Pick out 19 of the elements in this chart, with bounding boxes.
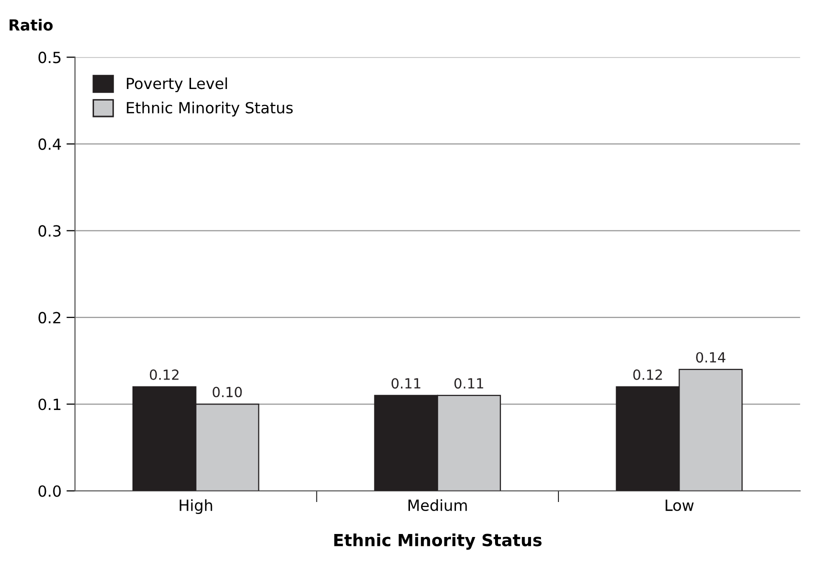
y-tick-label: 0.2: [38, 312, 60, 324]
data-label: 0.11: [454, 378, 484, 389]
data-label: 0.10: [212, 386, 242, 398]
y-tick-label: 0.4: [38, 138, 61, 150]
data-label: 0.11: [392, 378, 420, 389]
x-tick-label: High: [180, 499, 212, 514]
y-tick-label: 0.1: [38, 398, 60, 410]
y-tick-label: 0.0: [38, 485, 61, 497]
data-label: 0.12: [633, 369, 662, 380]
x-tick-label: Medium: [408, 499, 467, 512]
legend-label: Poverty Level: [126, 77, 227, 92]
y-axis-title: Ratio: [10, 18, 53, 31]
y-tick-label: 0.5: [38, 52, 60, 64]
x-tick-label: Low: [666, 500, 694, 512]
x-axis-title: Ethnic Minority Status: [334, 533, 542, 550]
y-tick-label: 0.3: [38, 225, 61, 237]
data-label: 0.14: [696, 352, 726, 363]
legend-label: Ethnic Minority Status: [126, 102, 293, 116]
data-label: 0.12: [150, 369, 178, 380]
